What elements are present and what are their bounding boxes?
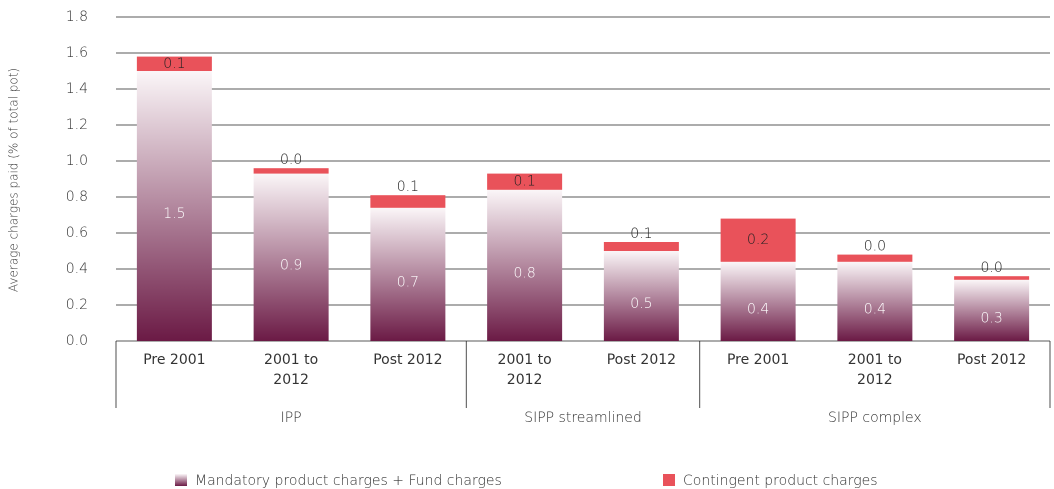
- data-label: 0.0: [864, 239, 886, 255]
- data-label: 1.5: [163, 206, 185, 222]
- bar-segment: [603, 251, 679, 341]
- y-tick-label: 1.2: [66, 117, 88, 133]
- data-label: 0.0: [980, 260, 1002, 276]
- x-tick-label-box: Post 2012: [606, 352, 677, 368]
- x-tick-label: Pre 2001: [726, 352, 790, 368]
- legend-swatch: [175, 474, 187, 486]
- bar-segment: [370, 207, 446, 341]
- y-tick-label: 0.2: [66, 297, 88, 313]
- y-tick-label: 1.6: [66, 45, 88, 61]
- x-tick-label-box: Post 2012: [373, 352, 443, 368]
- y-tick-label: 1.0: [66, 153, 88, 169]
- data-label: 0.4: [864, 301, 886, 317]
- data-label: 0.1: [163, 56, 185, 72]
- x-tick-label-box: 2001 to 2012: [264, 352, 319, 388]
- bar-segment: [370, 195, 446, 208]
- y-tick-label: 0.0: [66, 333, 88, 349]
- x-tick-label: 2001 to 2012: [497, 352, 552, 388]
- bar-segment: [603, 242, 679, 251]
- y-tick-label: 0.4: [66, 261, 88, 277]
- bar-segment: [954, 279, 1030, 341]
- group-label: IPP: [281, 410, 302, 426]
- x-tick-label-box: 2001 to 2012: [847, 352, 902, 388]
- data-label: 0.1: [397, 179, 419, 195]
- y-tick-label: 0.6: [66, 225, 88, 241]
- y-tick-label: 0.8: [66, 189, 88, 205]
- x-tick-label: Post 2012: [606, 352, 677, 368]
- x-tick-label: Post 2012: [373, 352, 443, 368]
- x-tick-label: Post 2012: [956, 352, 1027, 368]
- data-label: 0.1: [513, 174, 535, 190]
- group-label: SIPP complex: [828, 410, 922, 426]
- y-tick-label: 1.4: [66, 81, 88, 97]
- x-tick-label: 2001 to 2012: [264, 352, 319, 388]
- data-label: 0.8: [513, 265, 535, 281]
- bar-segment: [837, 254, 913, 262]
- bar-segment: [136, 56, 212, 71]
- bar-segment: [487, 173, 563, 190]
- bar-segment: [954, 276, 1030, 280]
- data-label: 0.7: [397, 274, 419, 290]
- y-tick-label: 1.8: [66, 9, 88, 25]
- x-tick-label: Pre 2001: [143, 352, 206, 368]
- data-label: 0.2: [747, 232, 769, 248]
- data-label: 0.1: [630, 226, 652, 242]
- bar-segment: [253, 168, 329, 174]
- bar-segment: [253, 173, 329, 341]
- legend-swatch: [663, 474, 675, 486]
- x-tick-label: 2001 to 2012: [847, 352, 902, 388]
- x-tick-label-box: 2001 to 2012: [497, 352, 552, 388]
- data-label: 0.5: [630, 296, 652, 312]
- x-tick-label-box: Pre 2001: [143, 352, 206, 368]
- legend-label: Mandatory product charges + Fund charges: [195, 473, 502, 489]
- bar-segment: [487, 189, 563, 341]
- data-label: 0.9: [280, 257, 302, 273]
- bar-segment: [720, 218, 796, 262]
- data-label: 0.0: [280, 152, 302, 168]
- data-label: 0.4: [747, 301, 769, 317]
- bar-segment: [720, 261, 796, 341]
- bar-segment: [837, 261, 913, 341]
- y-axis-title: Average charges paid (% of total pot): [7, 68, 21, 292]
- legend-label: Contingent product charges: [683, 473, 878, 489]
- x-tick-label-box: Pre 2001: [726, 352, 790, 368]
- bar-segment: [136, 71, 212, 341]
- x-tick-label-box: Post 2012: [956, 352, 1027, 368]
- group-label: SIPP streamlined: [524, 410, 642, 426]
- data-label: 0.3: [980, 310, 1002, 326]
